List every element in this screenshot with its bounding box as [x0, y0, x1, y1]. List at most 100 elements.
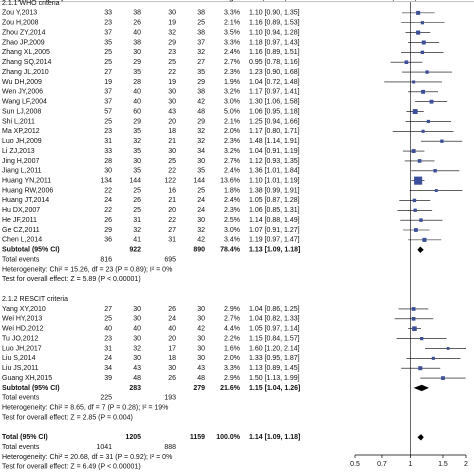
ratio-cell: 1.17 [0.80, 1.71] [249, 128, 300, 135]
ratio-cell: 1.18 [0.97, 1.43] [249, 39, 300, 46]
ratio-cell: 1.33 [0.95, 1.87] [249, 355, 300, 362]
count-cell: 24 [104, 197, 112, 204]
count-cell: 20 [168, 118, 176, 125]
note: Heterogeneity: Chi² = 15.26, df = 23 (P … [2, 266, 172, 273]
count-cell: 16 [168, 187, 176, 194]
study-name: Huang YN,2011 [2, 178, 51, 185]
study-name: Hu DX,2007 [2, 207, 40, 214]
summary-diamond [413, 384, 430, 392]
count-cell: 48 [197, 108, 205, 115]
count-cell: 37 [104, 99, 112, 106]
count-cell: 37 [104, 29, 112, 36]
count-cell: 31 [133, 217, 141, 224]
weight-cell: 2.4% [224, 168, 240, 175]
study-name: Liu S,2014 [2, 355, 36, 362]
count-cell: 30 [168, 148, 176, 155]
count-cell: 27 [104, 69, 112, 76]
count-cell: 30 [133, 306, 141, 313]
note: Heterogeneity: Chi² = 20.68, df = 31 (P … [2, 454, 172, 461]
study-name: Luo JH,2017 [2, 345, 42, 352]
weight-cell: 3.4% [224, 237, 240, 244]
weight-cell: 5.0% [224, 108, 240, 115]
count-cell: 25 [197, 187, 205, 194]
ratio-cell: 1.07 [0.91, 1.27] [249, 227, 300, 234]
study-name: Wen JY,2006 [2, 89, 43, 96]
study-marker [419, 218, 423, 222]
study-name: Tu JO,2012 [2, 335, 38, 342]
study-marker [414, 176, 423, 185]
study-marker [421, 89, 426, 94]
weight-cell: 2.7% [224, 59, 240, 66]
total-cell: 922 [129, 247, 141, 254]
count-cell: 25 [104, 59, 112, 66]
column-header: Weight [217, 0, 241, 2]
count-cell: 21 [168, 138, 176, 145]
study-marker [412, 198, 417, 203]
x-tick-label: 1 [409, 461, 413, 468]
count-cell: 32 [168, 29, 176, 36]
study-marker [431, 356, 435, 360]
count-cell: 38 [197, 29, 205, 36]
study-marker [420, 50, 425, 55]
events-cell: 816 [100, 256, 112, 263]
count-cell: 23 [104, 128, 112, 135]
count-cell: 25 [104, 316, 112, 323]
study-name: Zhao JP,2009 [2, 39, 45, 46]
count-cell: 19 [168, 79, 176, 86]
ratio-cell: 1.13 [0.89, 1.45] [249, 365, 300, 372]
count-cell: 30 [168, 89, 176, 96]
study-marker [416, 10, 421, 15]
study-marker [429, 99, 434, 104]
events-cell: 1041 [96, 444, 112, 451]
count-cell: 33 [104, 148, 112, 155]
study-marker [412, 109, 418, 115]
weight-cell: 2.4% [224, 197, 240, 204]
count-cell: 35 [133, 168, 141, 175]
ratio-cell: 1.06 [0.85, 1.31] [249, 207, 300, 214]
ratio-cell: 1.23 [0.90, 1.68] [249, 69, 300, 76]
count-cell: 31 [104, 345, 112, 352]
study-marker [418, 366, 423, 371]
study-name: Ma XP,2012 [2, 128, 40, 135]
study-name: Jiang L,2011 [2, 168, 42, 175]
count-cell: 144 [129, 178, 141, 185]
count-cell: 26 [168, 306, 176, 313]
study-name: Zhang SQ,2014 [2, 59, 52, 66]
count-cell: 22 [168, 217, 176, 224]
group-title: 2.1.2 RESCIT criteria [2, 296, 68, 303]
count-cell: 25 [197, 20, 205, 27]
count-cell: 31 [104, 138, 112, 145]
ratio-cell: 0.95 [0.78, 1.16] [249, 59, 300, 66]
weight-cell: 1.6% [224, 345, 240, 352]
count-cell: 36 [104, 237, 112, 244]
summary-label: Total (95% CI) [2, 434, 48, 441]
count-cell: 25 [133, 207, 141, 214]
study-marker [412, 80, 416, 84]
group-title: 2.1.1 WHO criteria [2, 0, 60, 7]
count-cell: 30 [197, 355, 205, 362]
count-cell: 29 [104, 227, 112, 234]
weight-cell: 3.0% [224, 99, 240, 106]
count-cell: 26 [168, 375, 176, 382]
study-name: Jing H,2007 [2, 158, 39, 165]
count-cell: 25 [168, 158, 176, 165]
weight-cell: 3.5% [224, 29, 240, 36]
note: Test for overall effect: Z = 6.49 (P < 0… [2, 464, 141, 471]
count-cell: 30 [133, 355, 141, 362]
weight-cell: 78.4% [220, 247, 241, 254]
count-cell: 57 [104, 108, 112, 115]
column-header: Events [89, 0, 112, 2]
total-cell: 1159 [190, 434, 205, 441]
total-cell: 1205 [125, 434, 141, 441]
count-cell: 27 [197, 59, 205, 66]
ratio-cell: 1.10 [1.01, 1.19] [249, 178, 300, 185]
count-cell: 30 [168, 365, 176, 372]
weight-cell: 1.9% [224, 79, 240, 86]
ratio-cell: 1.13 [1.09, 1.18] [249, 247, 300, 254]
weight-cell: 2.2% [224, 335, 240, 342]
study-marker [414, 228, 418, 232]
count-cell: 26 [133, 197, 141, 204]
ratio-cell: 1.19 [0.97, 1.47] [249, 237, 300, 244]
study-marker [416, 30, 421, 35]
count-cell: 34 [197, 148, 205, 155]
